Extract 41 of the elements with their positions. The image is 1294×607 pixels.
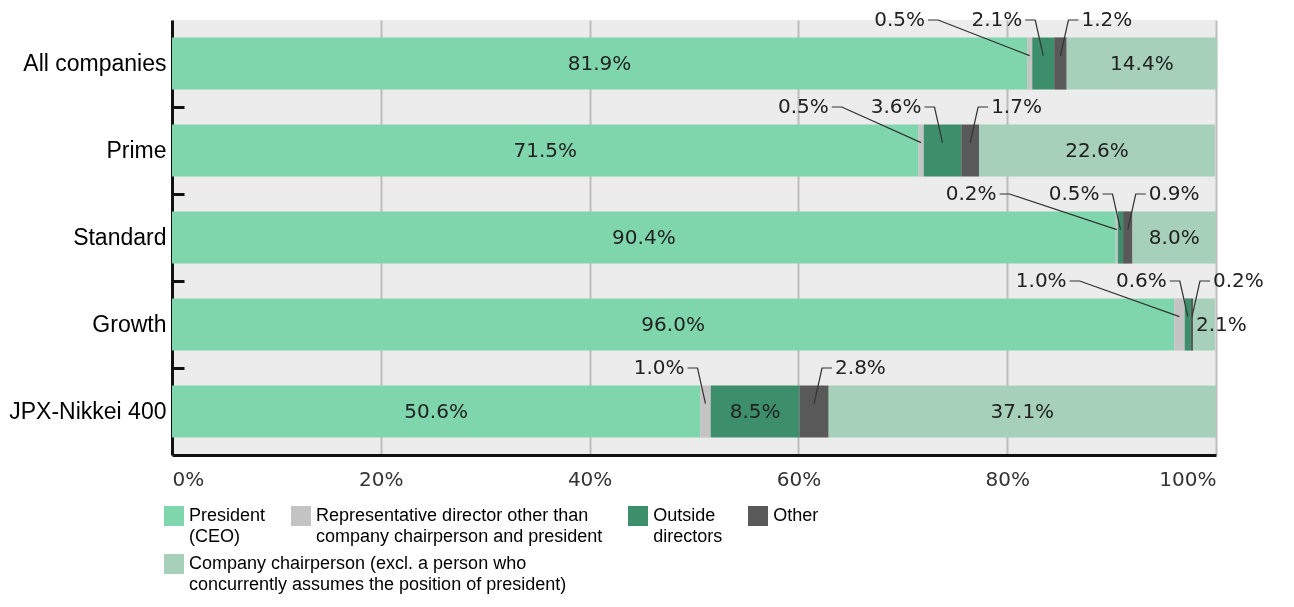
x-tick-label: 40%	[567, 466, 613, 491]
data-label: 0.5%	[777, 94, 829, 118]
data-label: 2.1%	[971, 7, 1023, 31]
data-label: 22.6%	[1065, 137, 1129, 162]
data-label: 14.4%	[1110, 50, 1174, 75]
legend-label: Other	[773, 505, 819, 526]
data-label: 2.1%	[1196, 311, 1247, 336]
data-label: 1.0%	[633, 355, 685, 379]
data-label: 3.6%	[870, 94, 922, 118]
data-label: 90.4%	[612, 224, 676, 249]
data-label: 0.5%	[1048, 181, 1100, 205]
data-label: 1.7%	[991, 94, 1042, 118]
x-tick-label: 0%	[172, 466, 205, 491]
data-label: 81.9%	[567, 50, 632, 75]
data-label: 0.2%	[945, 181, 997, 205]
y-tick-label: Prime	[106, 137, 167, 163]
data-label: 2.8%	[835, 355, 886, 379]
data-label: 0.2%	[1212, 268, 1264, 292]
x-tick-label: 80%	[985, 466, 1030, 491]
y-tick-label: Standard	[73, 224, 167, 250]
legend-label: Company chairperson (excl. a person who concurrently assumes the position of president)	[189, 553, 567, 595]
data-label: 50.6%	[404, 398, 468, 423]
y-tick-label: Growth	[92, 311, 167, 337]
data-label: 8.0%	[1148, 224, 1200, 249]
x-tick-label: 100%	[1159, 466, 1217, 491]
data-label: 37.1%	[990, 398, 1055, 423]
x-tick-label: 60%	[776, 466, 822, 491]
data-label: 8.5%	[729, 398, 781, 423]
y-tick-label: All companies	[23, 50, 167, 76]
x-tick-label: 20%	[359, 466, 404, 491]
y-tick-label: JPX-Nikkei 400	[9, 398, 167, 424]
data-label: 1.2%	[1081, 7, 1133, 31]
data-label: 0.6%	[1116, 268, 1167, 292]
data-label: 0.5%	[874, 7, 926, 31]
data-label: 71.5%	[513, 137, 577, 162]
data-label: 96.0%	[641, 311, 705, 336]
legend-label: President (CEO)	[189, 505, 266, 547]
legend-label: Outside directors	[653, 505, 723, 547]
data-label: 0.9%	[1148, 181, 1200, 205]
legend-label: Representative director other than company chairperson and president	[316, 505, 603, 547]
data-label: 1.0%	[1015, 268, 1067, 292]
